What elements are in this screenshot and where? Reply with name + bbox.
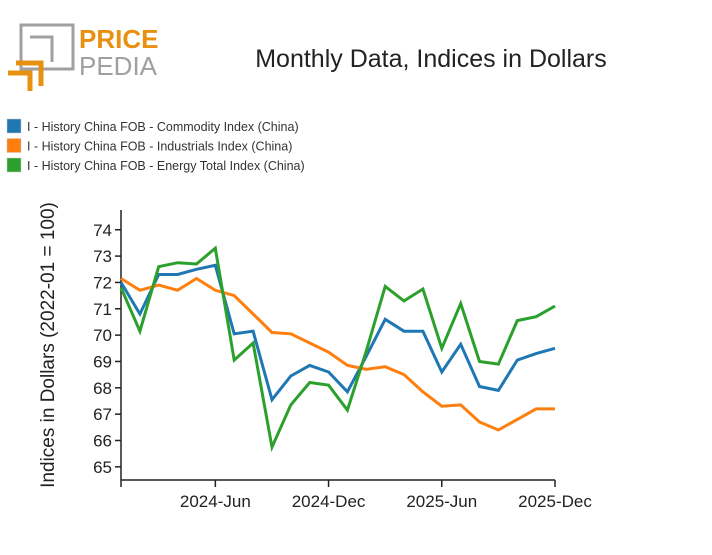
y-tick-label: 65 (93, 458, 112, 477)
pricepedia-logo: PRICE PEDIA (8, 23, 158, 91)
legend-label: I - History China FOB - Energy Total Ind… (27, 159, 305, 173)
legend-label: I - History China FOB - Industrials Inde… (27, 140, 292, 154)
y-tick-label: 69 (93, 352, 112, 371)
svg-text:PRICE: PRICE (79, 24, 158, 54)
y-tick-label: 73 (93, 247, 112, 266)
legend-swatch (6, 157, 22, 173)
y-tick-label: 67 (93, 405, 112, 424)
series-line-3 (119, 245, 556, 453)
y-tick-label: 66 (93, 431, 112, 450)
chart-title: Monthly Data, Indices in Dollars (255, 45, 607, 73)
legend-label: I - History China FOB - Commodity Index … (27, 120, 299, 134)
x-tick-label: 2025-Dec (518, 492, 592, 511)
legend-swatch (6, 118, 22, 134)
series-line-1 (119, 263, 556, 403)
x-tick-label: 2025-Jun (406, 492, 477, 511)
svg-text:PEDIA: PEDIA (79, 51, 158, 81)
legend: I - History China FOB - Commodity Index … (6, 118, 305, 173)
x-tick-label: 2024-Jun (180, 492, 251, 511)
x-tick-label: 2024-Dec (292, 492, 366, 511)
y-tick-label: 68 (93, 379, 112, 398)
y-axis-label: Indices in Dollars (2022-01 = 100) (38, 202, 59, 488)
y-tick-label: 72 (93, 273, 112, 292)
y-tick-label: 71 (93, 300, 112, 319)
y-tick-label: 74 (93, 221, 112, 240)
legend-swatch (6, 138, 22, 153)
series-line-2 (120, 276, 555, 432)
y-tick-label: 70 (93, 326, 112, 345)
